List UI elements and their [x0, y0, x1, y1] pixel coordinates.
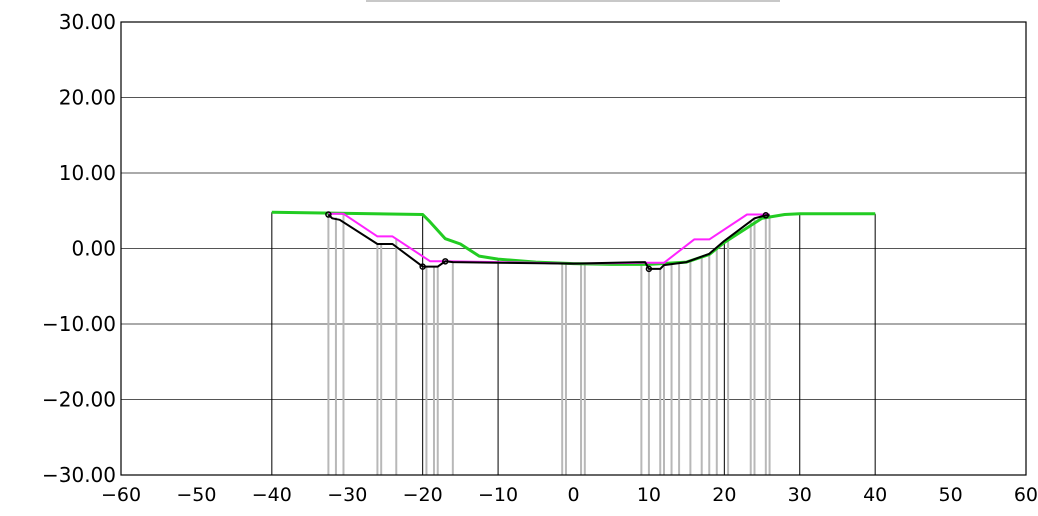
profile-marker-1	[419, 263, 426, 270]
x-tick-label: −10	[478, 484, 518, 506]
x-tick-label: 60	[1014, 484, 1038, 506]
series-line-black	[327, 213, 770, 270]
grey-vertical-lines	[327, 213, 771, 475]
x-tick-label: −60	[101, 484, 141, 506]
x-tick-label: 40	[863, 484, 887, 506]
profile-marker-3	[645, 265, 653, 273]
profile-marker-4	[762, 212, 770, 219]
y-tick-label: 30.00	[59, 10, 116, 34]
y-axis-tick-labels: 30.00 20.00 10.00 0.00 −10.00 −20.00 −30.00	[42, 10, 116, 487]
x-tick-label: −50	[176, 484, 216, 506]
x-axis-tick-labels: −60 −50 −40 −30 −20 −10 0 10 20 30 40 50 60	[101, 484, 1038, 506]
x-tick-label: 50	[938, 484, 962, 506]
x-tick-label: 0	[567, 484, 579, 506]
y-tick-label: −20.00	[42, 388, 116, 412]
black-vertical-lines	[271, 212, 876, 475]
horizontal-gridlines	[121, 21, 1026, 476]
y-tick-label: 10.00	[59, 161, 116, 185]
profile-marker-2	[442, 258, 449, 265]
x-tick-label: 30	[788, 484, 812, 506]
y-tick-label: −30.00	[42, 463, 116, 487]
x-tick-label: 20	[712, 484, 736, 506]
x-tick-label: −40	[252, 484, 292, 506]
profile-markers	[325, 211, 770, 273]
y-tick-label: 20.00	[59, 86, 116, 110]
plot-frame	[120, 21, 1027, 476]
y-tick-label: −10.00	[42, 312, 116, 336]
x-tick-label: 10	[637, 484, 661, 506]
series-lines	[271, 210, 876, 270]
series-line-green	[271, 210, 876, 266]
x-tick-label: −20	[403, 484, 443, 506]
x-tick-label: −30	[327, 484, 367, 506]
profile-marker-0	[325, 211, 332, 218]
y-tick-label: 0.00	[71, 237, 116, 261]
